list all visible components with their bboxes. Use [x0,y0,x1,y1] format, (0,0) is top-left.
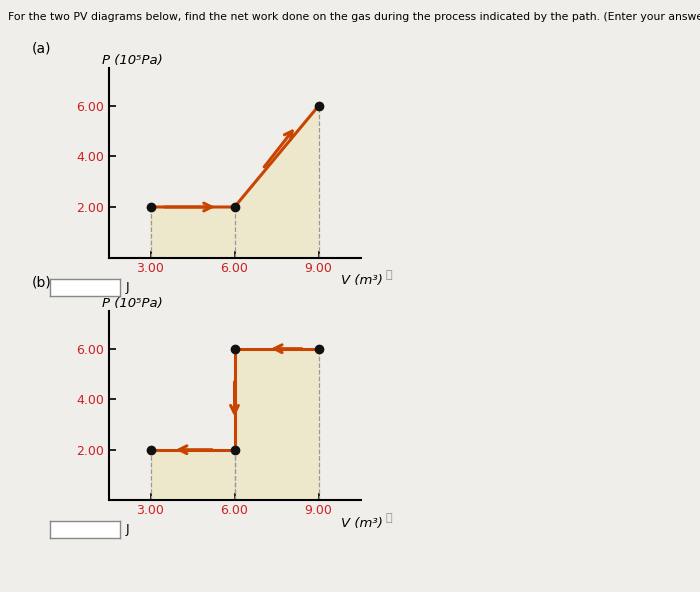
Text: J: J [126,523,130,536]
Text: P (10⁵Pa): P (10⁵Pa) [102,54,162,67]
Text: ⓘ: ⓘ [385,513,391,523]
Text: ⓘ: ⓘ [385,271,391,280]
Text: V (m³): V (m³) [341,274,383,287]
Text: (a): (a) [32,41,51,56]
Polygon shape [150,106,318,258]
Text: For the two PV diagrams below, find the net work done on the gas during the proc: For the two PV diagrams below, find the … [8,12,700,22]
Text: V (m³): V (m³) [341,517,383,530]
Text: J: J [126,281,130,294]
Text: P (10⁵Pa): P (10⁵Pa) [102,297,162,310]
Polygon shape [150,349,318,500]
Text: (b): (b) [32,275,51,289]
